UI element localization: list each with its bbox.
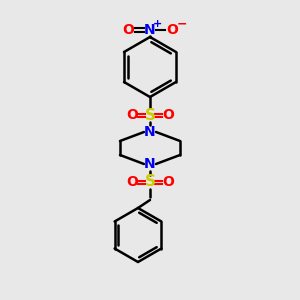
Text: N: N	[144, 23, 156, 37]
Text: N: N	[144, 157, 156, 171]
Text: S: S	[145, 175, 155, 190]
Text: O: O	[126, 108, 138, 122]
Text: −: −	[177, 17, 187, 31]
Text: O: O	[162, 175, 174, 189]
Text: O: O	[162, 108, 174, 122]
Text: O: O	[126, 175, 138, 189]
Text: S: S	[145, 107, 155, 122]
Text: N: N	[144, 125, 156, 139]
Text: O: O	[166, 23, 178, 37]
Text: +: +	[153, 19, 163, 29]
Text: O: O	[122, 23, 134, 37]
